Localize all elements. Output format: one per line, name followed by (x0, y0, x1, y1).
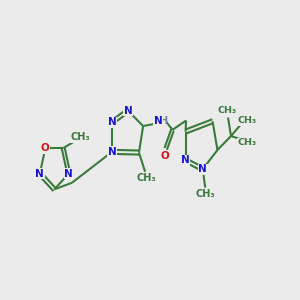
Text: N: N (108, 147, 116, 157)
Text: N: N (181, 155, 190, 165)
Text: N: N (124, 106, 132, 116)
Text: O: O (41, 143, 50, 153)
Text: CH₃: CH₃ (218, 106, 237, 116)
Text: N: N (35, 169, 44, 178)
Text: CH₃: CH₃ (237, 116, 256, 125)
Text: H: H (159, 116, 167, 126)
Text: N: N (64, 169, 73, 178)
Text: CH₃: CH₃ (70, 132, 90, 142)
Text: N: N (154, 116, 163, 126)
Text: CH₃: CH₃ (136, 173, 156, 183)
Text: O: O (161, 151, 170, 160)
Text: N: N (108, 117, 116, 128)
Text: CH₃: CH₃ (196, 189, 215, 199)
Text: N: N (198, 164, 207, 174)
Text: CH₃: CH₃ (237, 138, 256, 147)
